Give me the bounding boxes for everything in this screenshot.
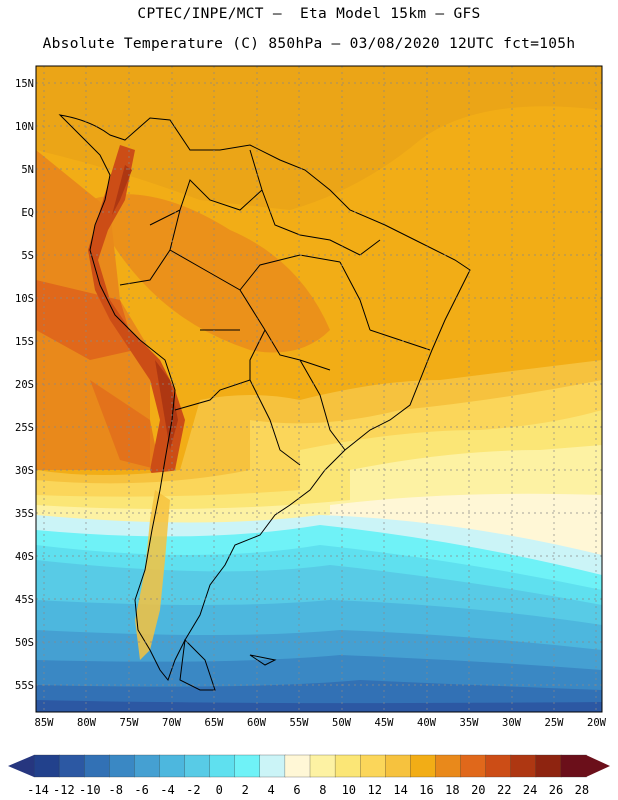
temperature-field — [36, 66, 602, 712]
lat-label: 15S — [15, 336, 34, 348]
lon-label: 85W — [35, 717, 55, 729]
colorbar-label: 10 — [342, 783, 356, 797]
lat-label: 40S — [15, 551, 34, 563]
colorbar-bin — [259, 754, 286, 778]
colorbar-bin — [184, 754, 211, 778]
lon-label: 70W — [162, 717, 182, 729]
colorbar-label: -14 — [27, 783, 49, 797]
temperature-map: 15N 10N 5N EQ 5S 10S 15S 20S 25S 30S 35S 40S 45S 50S 5… — [15, 65, 607, 729]
colorbar-label: 4 — [267, 783, 274, 797]
lon-label: 65W — [205, 717, 225, 729]
colorbar-label: -2 — [186, 783, 200, 797]
lat-label: 5S — [21, 250, 34, 262]
colorbar-label: 18 — [445, 783, 459, 797]
lon-label: 55W — [290, 717, 310, 729]
colorbar-label: 6 — [293, 783, 300, 797]
colorbar-label: -4 — [160, 783, 174, 797]
lat-label: 35S — [15, 508, 34, 520]
lat-label: 25S — [15, 422, 34, 434]
lon-label: 25W — [545, 717, 565, 729]
colorbar-bin — [209, 754, 236, 778]
colorbar-bin — [234, 754, 261, 778]
colorbar-label: 2 — [242, 783, 249, 797]
colorbar-bin — [84, 754, 110, 778]
colorbar-bin — [109, 754, 136, 778]
colorbar-label: -6 — [134, 783, 148, 797]
lat-label: 30S — [15, 465, 34, 477]
colorbar-bin — [284, 754, 311, 778]
graticule — [36, 66, 602, 712]
map-frame — [35, 65, 603, 713]
colorbar-label: -10 — [79, 783, 101, 797]
colorbar-bin — [485, 754, 512, 778]
colorbar-label: 24 — [523, 783, 537, 797]
lon-label: 50W — [332, 717, 352, 729]
colorbar-label: 8 — [319, 783, 326, 797]
lon-label: 30W — [502, 717, 522, 729]
colorbar-bin — [58, 754, 85, 778]
chart-title-line-2: Absolute Temperature (C) 850hPa – 03/08/… — [42, 36, 576, 52]
colorbar-label: 22 — [497, 783, 511, 797]
colorbar-bin — [560, 754, 587, 778]
lat-label: 50S — [15, 637, 34, 649]
colorbar-bin — [385, 754, 412, 778]
lon-label: 35W — [460, 717, 480, 729]
colorbar-label: 0 — [216, 783, 223, 797]
coastlines — [58, 114, 471, 691]
lon-label: 60W — [247, 717, 267, 729]
colorbar-bin — [435, 754, 462, 778]
colorbar-bin — [410, 754, 437, 778]
colorbar-label: -8 — [108, 783, 122, 797]
lat-label: EQ — [21, 207, 34, 219]
lat-label: 10S — [15, 293, 34, 305]
colorbar-bins — [33, 754, 587, 778]
lon-label: 80W — [77, 717, 97, 729]
colorbar-low-arrow — [8, 755, 34, 777]
lat-label: 15N — [15, 78, 34, 90]
colorbar-label: 28 — [575, 783, 589, 797]
lon-label: 75W — [120, 717, 140, 729]
colorbar-high-arrow — [586, 755, 610, 777]
lon-label: 45W — [375, 717, 395, 729]
lat-label: 10N — [15, 121, 34, 133]
colorbar-labels: -14 -12 -10 -8 -6 -4 -2 0 2 4 6 8 10 12 14 16 18 20 22 24 26… — [27, 783, 589, 797]
latitude-labels: 15N 10N 5N EQ 5S 10S 15S 20S 25S 30S 35S 40S 45S 50S 5… — [15, 78, 34, 692]
colorbar-bin — [159, 754, 186, 778]
colorbar-label: 16 — [419, 783, 433, 797]
lat-label: 20S — [15, 379, 34, 391]
colorbar-bin — [334, 754, 361, 778]
colorbar-label: 20 — [471, 783, 485, 797]
colorbar-bin — [134, 754, 161, 778]
colorbar-bin — [460, 754, 487, 778]
lat-label: 5N — [21, 164, 34, 176]
longitude-labels: 85W 80W 75W 70W 65W 60W 55W 50W 45W 40W 35W 30W 25W 2… — [35, 717, 607, 729]
colorbar-bin — [33, 754, 60, 778]
chart-title-line-1: CPTEC/INPE/MCT – Eta Model 15km – GFS — [137, 6, 481, 22]
lon-label: 20W — [587, 717, 607, 729]
colorbar-bin — [360, 754, 386, 778]
colorbar-label: 26 — [549, 783, 563, 797]
colorbar-bin — [510, 754, 537, 778]
lat-label: 55S — [15, 680, 34, 692]
colorbar-label: 14 — [393, 783, 407, 797]
colorbar-bin — [309, 754, 336, 778]
colorbar-bin — [535, 754, 562, 778]
colorbar: -14 -12 -10 -8 -6 -4 -2 0 2 4 6 8 10 12 14 16 18 20 22 24 26… — [8, 754, 610, 797]
colorbar-label: 12 — [367, 783, 381, 797]
lon-label: 40W — [417, 717, 437, 729]
lat-label: 45S — [15, 594, 34, 606]
colorbar-label: -12 — [53, 783, 75, 797]
